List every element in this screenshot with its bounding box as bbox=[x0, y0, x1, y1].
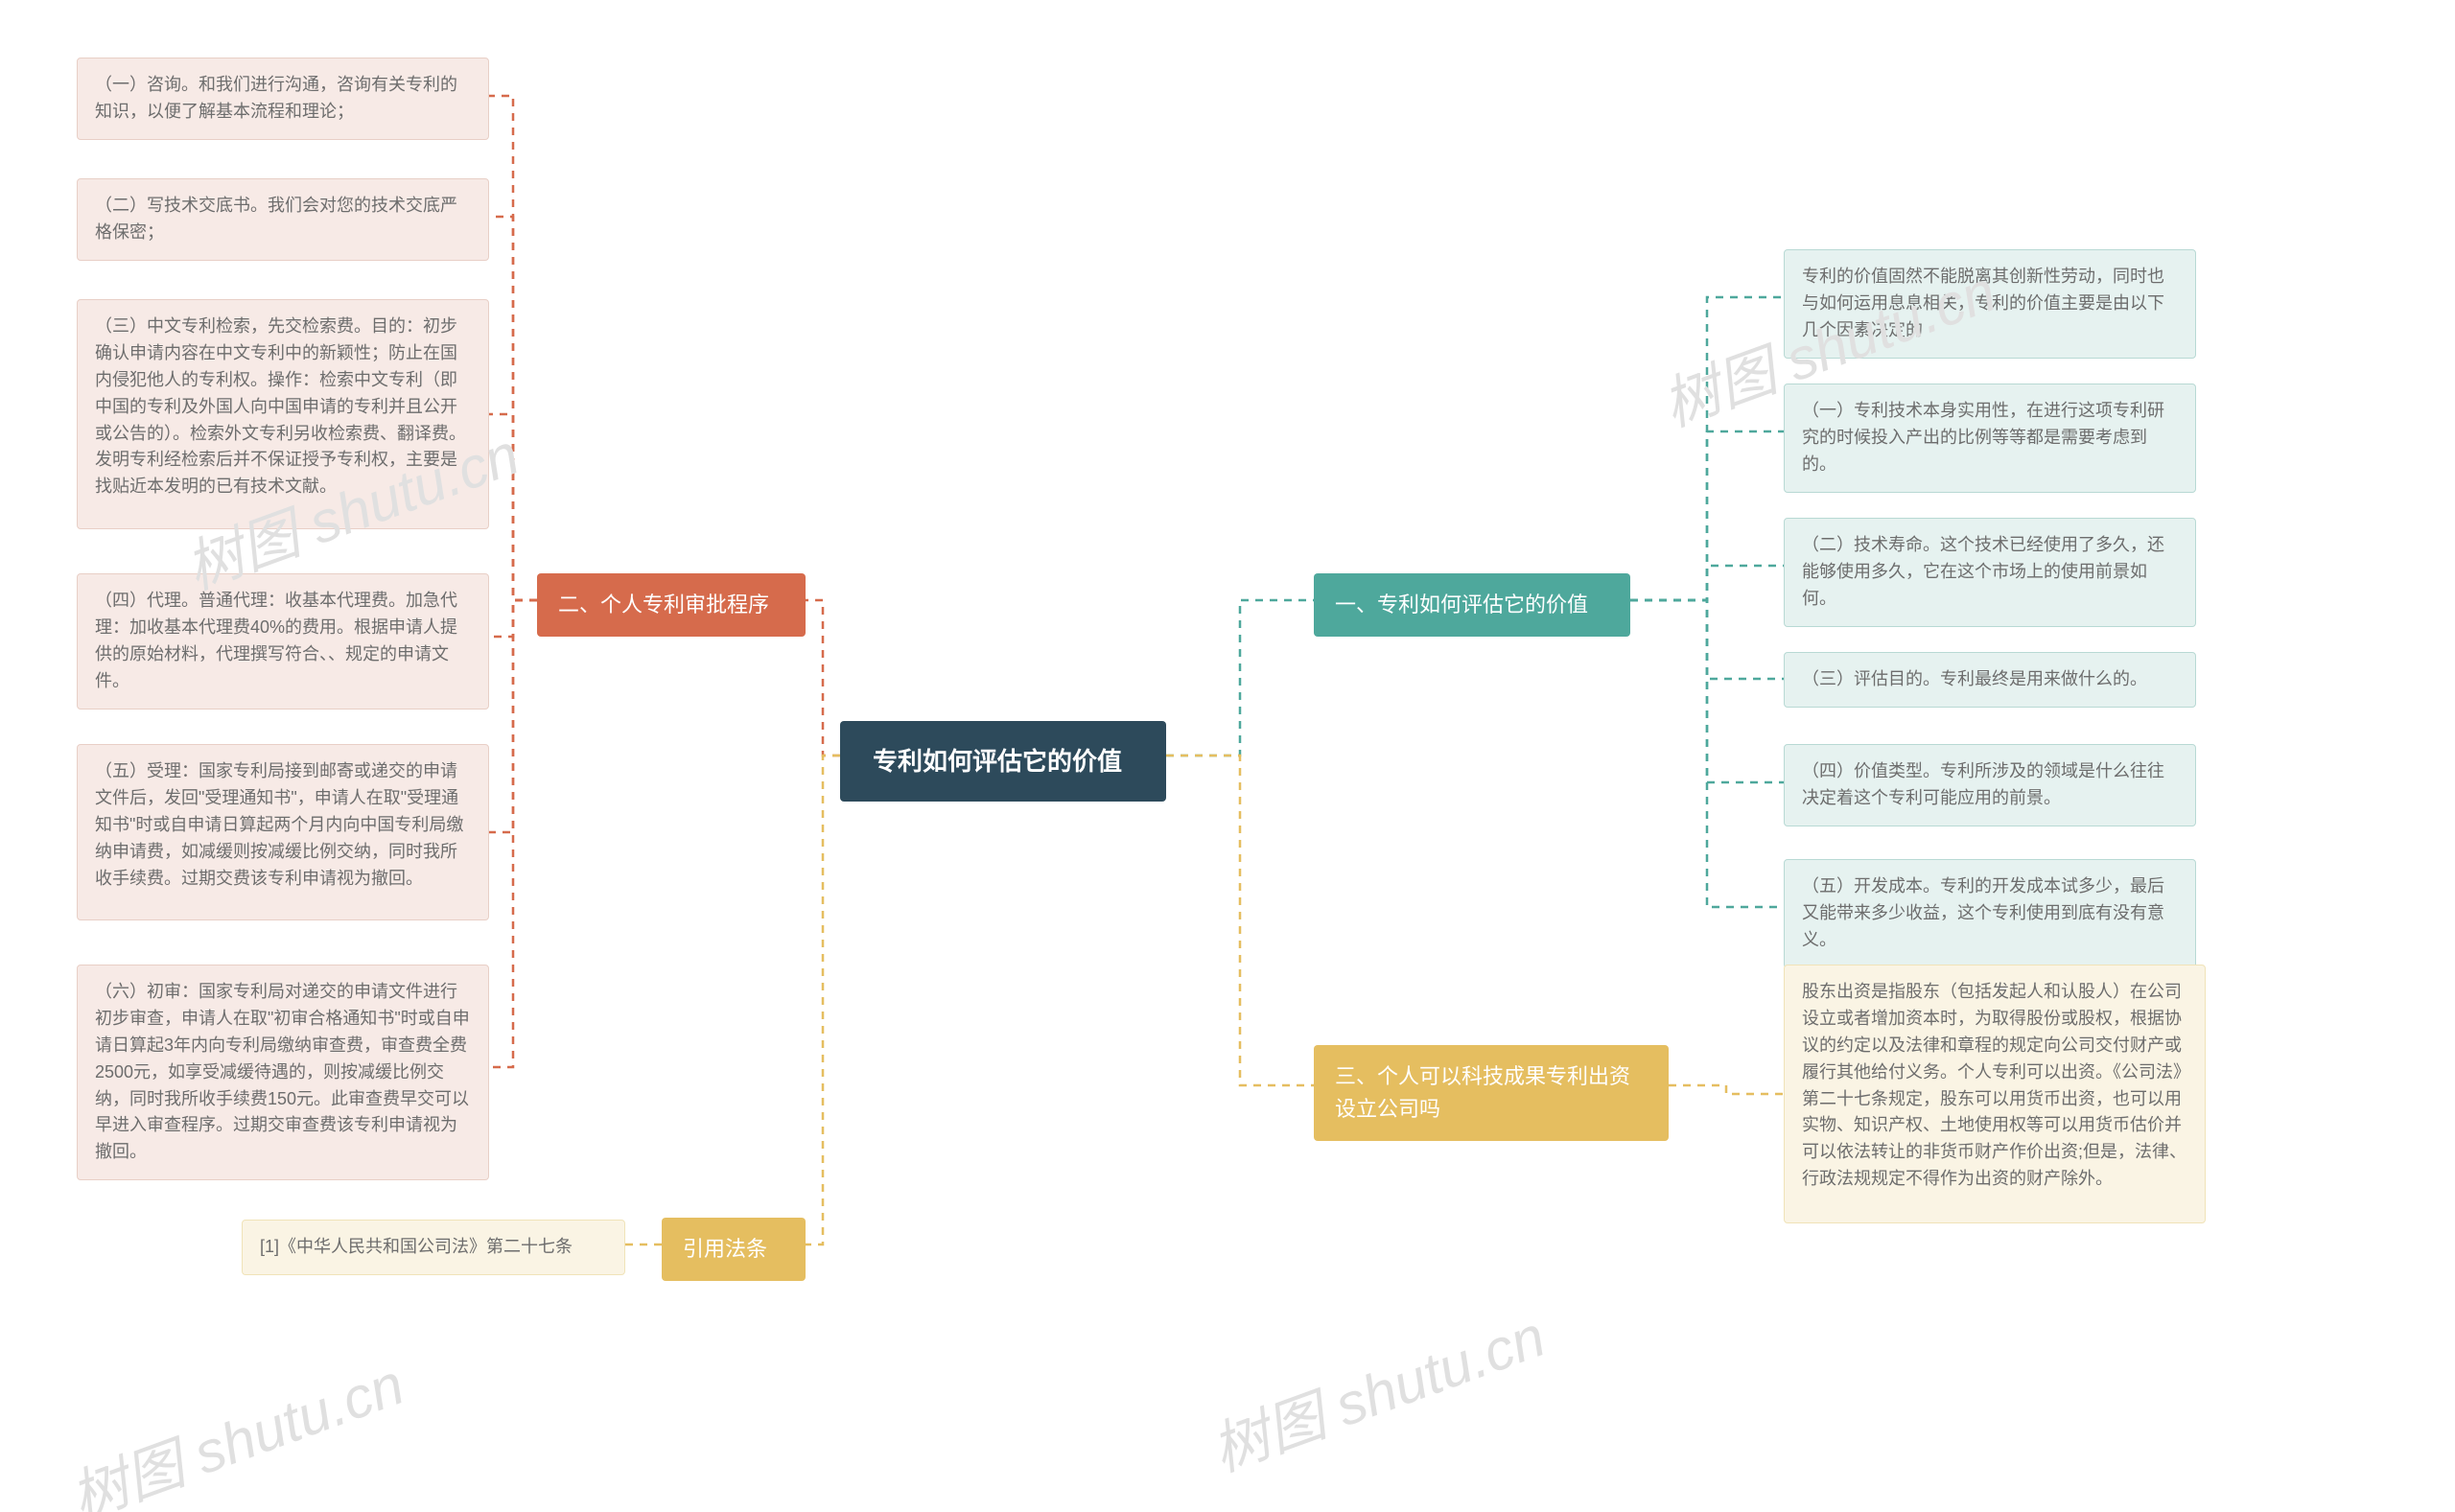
b3l0-label: 股东出资是指股东（包括发起人和认股人）在公司设立或者增加资本时，为取得股份或股权… bbox=[1802, 982, 2186, 1188]
b3[interactable]: 三、个人可以科技成果专利出资设立公司吗 bbox=[1314, 1045, 1669, 1141]
b1l4[interactable]: （四）价值类型。专利所涉及的领域是什么往往决定着这个专利可能应用的前景。 bbox=[1784, 744, 2196, 826]
b2l1-label: （二）写技术交底书。我们会对您的技术交底严格保密； bbox=[95, 196, 457, 242]
b1l2-label: （二）技术寿命。这个技术已经使用了多久，还能够使用多久，它在这个市场上的使用前景… bbox=[1802, 535, 2164, 608]
b1l1[interactable]: （一）专利技术本身实用性，在进行这项专利研究的时候投入产出的比例等等都是需要考虑… bbox=[1784, 384, 2196, 493]
b1l2[interactable]: （二）技术寿命。这个技术已经使用了多久，还能够使用多久，它在这个市场上的使用前景… bbox=[1784, 518, 2196, 627]
b2l0-label: （一）咨询。和我们进行沟通，咨询有关专利的知识，以便了解基本流程和理论； bbox=[95, 75, 457, 121]
root-label: 专利如何评估它的价值 bbox=[873, 747, 1122, 776]
b1l5[interactable]: （五）开发成本。专利的开发成本试多少，最后又能带来多少收益，这个专利使用到底有没… bbox=[1784, 859, 2196, 968]
b2l4[interactable]: （五）受理：国家专利局接到邮寄或递交的申请文件后，发回"受理通知书"，申请人在取… bbox=[77, 744, 489, 920]
b2l2-label: （三）中文专利检索，先交检索费。目的：初步确认申请内容在中文专利中的新颖性；防止… bbox=[95, 316, 466, 496]
b4[interactable]: 引用法条 bbox=[662, 1218, 806, 1281]
b2l2[interactable]: （三）中文专利检索，先交检索费。目的：初步确认申请内容在中文专利中的新颖性；防止… bbox=[77, 299, 489, 529]
b2l4-label: （五）受理：国家专利局接到邮寄或递交的申请文件后，发回"受理通知书"，申请人在取… bbox=[95, 761, 463, 888]
watermark: 树图 shutu.cn bbox=[1199, 1291, 1555, 1488]
b2l3[interactable]: （四）代理。普通代理：收基本代理费。加急代理：加收基本代理费40%的费用。根据申… bbox=[77, 573, 489, 709]
b4l0-label: [1]《中华人民共和国公司法》第二十七条 bbox=[260, 1237, 573, 1256]
b2l5-label: （六）初审：国家专利局对递交的申请文件进行初步审查，申请人在取"初审合格通知书"… bbox=[95, 982, 470, 1161]
root[interactable]: 专利如何评估它的价值 bbox=[840, 721, 1166, 802]
b2l1[interactable]: （二）写技术交底书。我们会对您的技术交底严格保密； bbox=[77, 178, 489, 261]
b2l3-label: （四）代理。普通代理：收基本代理费。加急代理：加收基本代理费40%的费用。根据申… bbox=[95, 591, 457, 690]
b3-label: 三、个人可以科技成果专利出资设立公司吗 bbox=[1335, 1064, 1630, 1121]
b1[interactable]: 一、专利如何评估它的价值 bbox=[1314, 573, 1630, 637]
b1l0[interactable]: 专利的价值固然不能脱离其创新性劳动，同时也与如何运用息息相关，专利的价值主要是由… bbox=[1784, 249, 2196, 359]
b1-label: 一、专利如何评估它的价值 bbox=[1335, 593, 1588, 616]
b4-label: 引用法条 bbox=[683, 1237, 767, 1261]
b2l5[interactable]: （六）初审：国家专利局对递交的申请文件进行初步审查，申请人在取"初审合格通知书"… bbox=[77, 965, 489, 1180]
watermark: 树图 shutu.cn bbox=[58, 1338, 413, 1512]
b1l3-label: （三）评估目的。专利最终是用来做什么的。 bbox=[1802, 669, 2147, 688]
b1l5-label: （五）开发成本。专利的开发成本试多少，最后又能带来多少收益，这个专利使用到底有没… bbox=[1802, 876, 2164, 949]
b2-label: 二、个人专利审批程序 bbox=[558, 593, 769, 616]
b2[interactable]: 二、个人专利审批程序 bbox=[537, 573, 806, 637]
b1l3[interactable]: （三）评估目的。专利最终是用来做什么的。 bbox=[1784, 652, 2196, 708]
b1l4-label: （四）价值类型。专利所涉及的领域是什么往往决定着这个专利可能应用的前景。 bbox=[1802, 761, 2164, 807]
b2l0[interactable]: （一）咨询。和我们进行沟通，咨询有关专利的知识，以便了解基本流程和理论； bbox=[77, 58, 489, 140]
b1l0-label: 专利的价值固然不能脱离其创新性劳动，同时也与如何运用息息相关，专利的价值主要是由… bbox=[1802, 267, 2164, 339]
b4l0[interactable]: [1]《中华人民共和国公司法》第二十七条 bbox=[242, 1220, 625, 1275]
b3l0[interactable]: 股东出资是指股东（包括发起人和认股人）在公司设立或者增加资本时，为取得股份或股权… bbox=[1784, 965, 2206, 1223]
b1l1-label: （一）专利技术本身实用性，在进行这项专利研究的时候投入产出的比例等等都是需要考虑… bbox=[1802, 401, 2164, 474]
